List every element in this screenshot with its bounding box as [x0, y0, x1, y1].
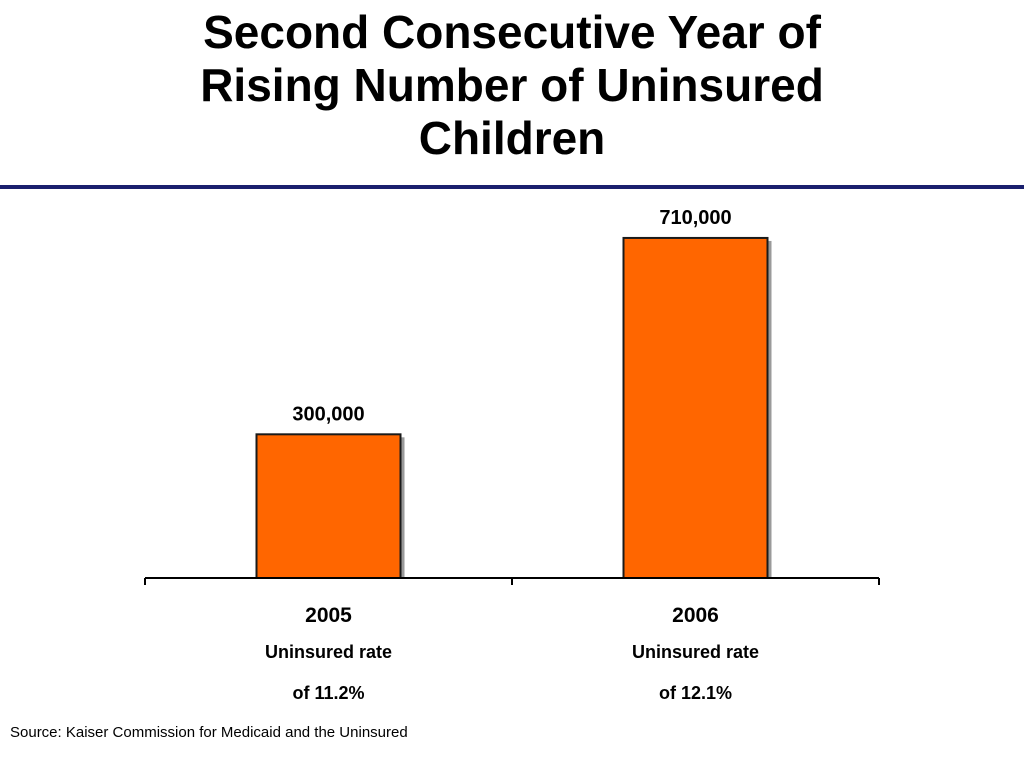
category-sublabel: of 12.1% — [659, 683, 732, 703]
category-sublabel: of 11.2% — [292, 683, 364, 703]
bar — [255, 433, 402, 579]
source-note: Source: Kaiser Commission for Medicaid a… — [10, 724, 408, 741]
title-divider — [0, 185, 1024, 189]
data-label: 300,000 — [292, 403, 364, 425]
title-line: Children — [418, 112, 606, 164]
title-line: Second Consecutive Year of — [203, 6, 821, 58]
category-label: 2005 — [305, 604, 352, 627]
slide-title: Second Consecutive Year of Rising Number… — [0, 6, 1024, 165]
category-sublabel: Uninsured rate — [265, 642, 392, 662]
data-label: 710,000 — [659, 207, 731, 229]
title-line: Rising Number of Uninsured — [200, 59, 824, 111]
bar — [622, 236, 769, 580]
bar-chart: 300,000 2005 Uninsured rate of 11.2% 710,000… — [144, 207, 880, 703]
category-sublabel: Uninsured rate — [632, 642, 759, 662]
category-label: 2006 — [672, 604, 719, 627]
